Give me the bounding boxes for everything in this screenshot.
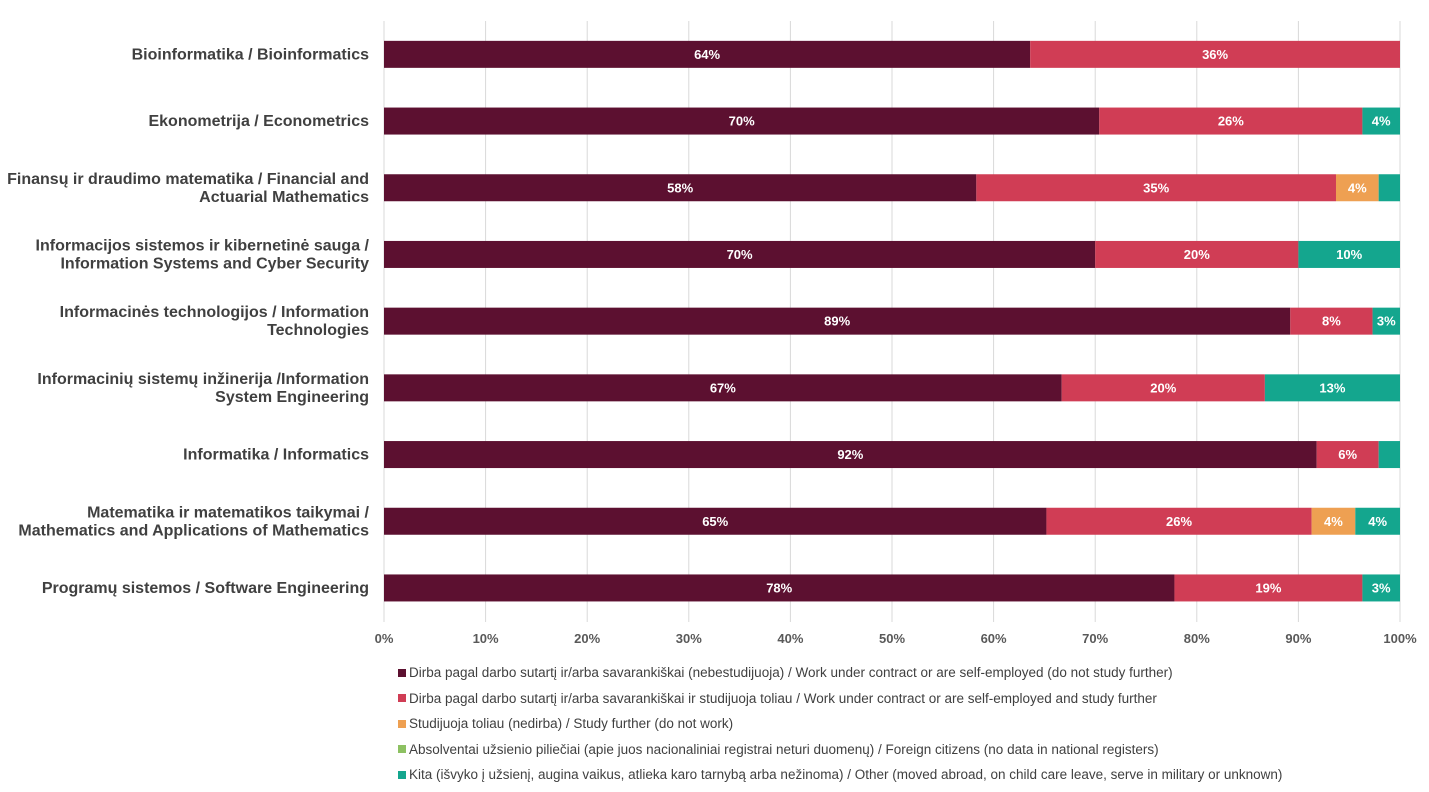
bar-segment <box>1362 574 1400 602</box>
bar-segment <box>384 40 1031 68</box>
x-tick-label: 100% <box>1383 631 1417 646</box>
data-label: 58% <box>667 180 693 195</box>
data-label: 35% <box>1143 180 1169 195</box>
category-label: Informatika / Informatics <box>183 447 369 464</box>
category-label: Bioinformatika / Bioinformatics <box>132 46 369 63</box>
bar-segment <box>1264 374 1400 402</box>
data-label: 8% <box>1322 314 1341 329</box>
x-tick-label: 40% <box>777 631 803 646</box>
data-label: 67% <box>710 380 736 395</box>
bar-segment <box>1030 40 1400 68</box>
bar-segment <box>384 374 1062 402</box>
data-label: 70% <box>729 114 755 129</box>
legend-swatch <box>398 668 406 677</box>
bar-segment <box>384 574 1175 602</box>
data-label: 92% <box>837 447 863 462</box>
legend-swatch <box>398 770 406 779</box>
category-label: System Engineering <box>215 389 369 406</box>
data-label: 3% <box>1377 314 1396 329</box>
data-label: 6% <box>1338 447 1357 462</box>
data-label: 4% <box>1368 514 1387 529</box>
bar-segment <box>1095 240 1299 268</box>
legend-swatch <box>398 719 406 728</box>
legend-swatch <box>398 694 406 703</box>
bar-segment <box>384 240 1096 268</box>
stacked-bar-chart: 64% 36% 70% 26% 4% 58% 35% 4% 70% 20% 10% 89% 8% 3% 67… <box>7 21 1417 646</box>
bar-segment <box>384 441 1317 469</box>
data-label: 26% <box>1166 514 1192 529</box>
bar-segment <box>1046 507 1312 535</box>
data-label: 19% <box>1255 580 1281 595</box>
category-label: Mathematics and Applications of Mathemat… <box>18 522 369 539</box>
category-label: Informacinių sistemų inžinerija /Informa… <box>37 371 369 388</box>
data-label: 10% <box>1336 247 1362 262</box>
bar-segment <box>1372 307 1400 335</box>
bars: 64% 36% 70% 26% 4% 58% 35% 4% 70% 20% 10% 89% 8% 3% 67… <box>384 40 1400 602</box>
x-tick-label: 90% <box>1285 631 1311 646</box>
x-axis-ticks: 0% 10% 20% 30% 40% 50% 60% 70% 80% 90% 100% <box>375 631 1417 646</box>
category-label: Ekonometrija / Econometrics <box>148 113 369 130</box>
legend-label: Absolventai užsienio piliečiai (apie juo… <box>409 741 1159 757</box>
bar-segment <box>384 307 1291 335</box>
bar-segment <box>1362 107 1400 135</box>
bar-segment <box>1335 174 1379 202</box>
x-tick-label: 0% <box>375 631 394 646</box>
data-label: 89% <box>824 314 850 329</box>
data-label: 70% <box>727 247 753 262</box>
legend-swatch <box>398 745 406 754</box>
data-label: 78% <box>766 580 792 595</box>
category-label: Informacijos sistemos ir kibernetinė sau… <box>36 237 370 254</box>
bar-segment <box>1099 107 1363 135</box>
legend-item: Studijuoja toliau (nedirba) / Study furt… <box>398 711 1282 737</box>
data-label: 36% <box>1202 47 1228 62</box>
data-label: 26% <box>1218 114 1244 129</box>
bar-segment <box>1311 507 1356 535</box>
bar-segment <box>384 507 1047 535</box>
category-label: Matematika ir matematikos taikymai / <box>87 504 369 521</box>
bar-segment <box>1355 507 1400 535</box>
x-tick-label: 10% <box>473 631 499 646</box>
legend-item: Absolventai užsienio piliečiai (apie juo… <box>398 737 1282 763</box>
category-label: Technologies <box>267 322 369 339</box>
category-label: Information Systems and Cyber Security <box>60 255 369 272</box>
x-tick-label: 20% <box>574 631 600 646</box>
data-label: 20% <box>1150 380 1176 395</box>
category-label: Programų sistemos / Software Engineering <box>42 580 369 597</box>
category-label: Finansų ir draudimo matematika / Financi… <box>7 171 369 188</box>
legend: Dirba pagal darbo sutartį ir/arba savara… <box>398 660 1282 788</box>
bar-segment <box>1298 240 1400 268</box>
legend-label: Dirba pagal darbo sutartį ir/arba savara… <box>409 665 1173 681</box>
legend-item: Dirba pagal darbo sutartį ir/arba savara… <box>398 660 1282 686</box>
bar-segment <box>1061 374 1265 402</box>
x-tick-label: 70% <box>1082 631 1108 646</box>
bar-segment <box>976 174 1336 202</box>
bar-segment <box>384 107 1100 135</box>
legend-item: Kita (išvyko į užsienį, augina vaikus, a… <box>398 762 1282 788</box>
legend-item: Dirba pagal darbo sutartį ir/arba savara… <box>398 686 1282 712</box>
data-label: 3% <box>1372 580 1391 595</box>
bar-segment <box>1316 441 1379 469</box>
category-label: Informacinės technologijos / Information <box>60 304 369 321</box>
data-label: 4% <box>1324 514 1343 529</box>
x-tick-label: 80% <box>1184 631 1210 646</box>
legend-label: Kita (išvyko į užsienį, augina vaikus, a… <box>409 767 1283 783</box>
category-label: Actuarial Mathematics <box>199 189 369 206</box>
data-label: 65% <box>702 514 728 529</box>
data-label: 13% <box>1319 380 1345 395</box>
bar-segment <box>1378 441 1400 469</box>
x-tick-label: 30% <box>676 631 702 646</box>
data-label: 4% <box>1372 114 1391 129</box>
legend-label: Dirba pagal darbo sutartį ir/arba savara… <box>409 690 1157 706</box>
category-labels: Bioinformatika / Bioinformatics Ekonometr… <box>7 46 369 597</box>
data-label: 20% <box>1184 247 1210 262</box>
legend-label: Studijuoja toliau (nedirba) / Study furt… <box>409 716 734 732</box>
data-label: 4% <box>1348 180 1367 195</box>
bar-segment <box>384 174 977 202</box>
bar-segment <box>1378 174 1400 202</box>
bar-segment <box>1174 574 1363 602</box>
x-tick-label: 60% <box>981 631 1007 646</box>
x-tick-label: 50% <box>879 631 905 646</box>
data-label: 64% <box>694 47 720 62</box>
bar-segment <box>1290 307 1373 335</box>
